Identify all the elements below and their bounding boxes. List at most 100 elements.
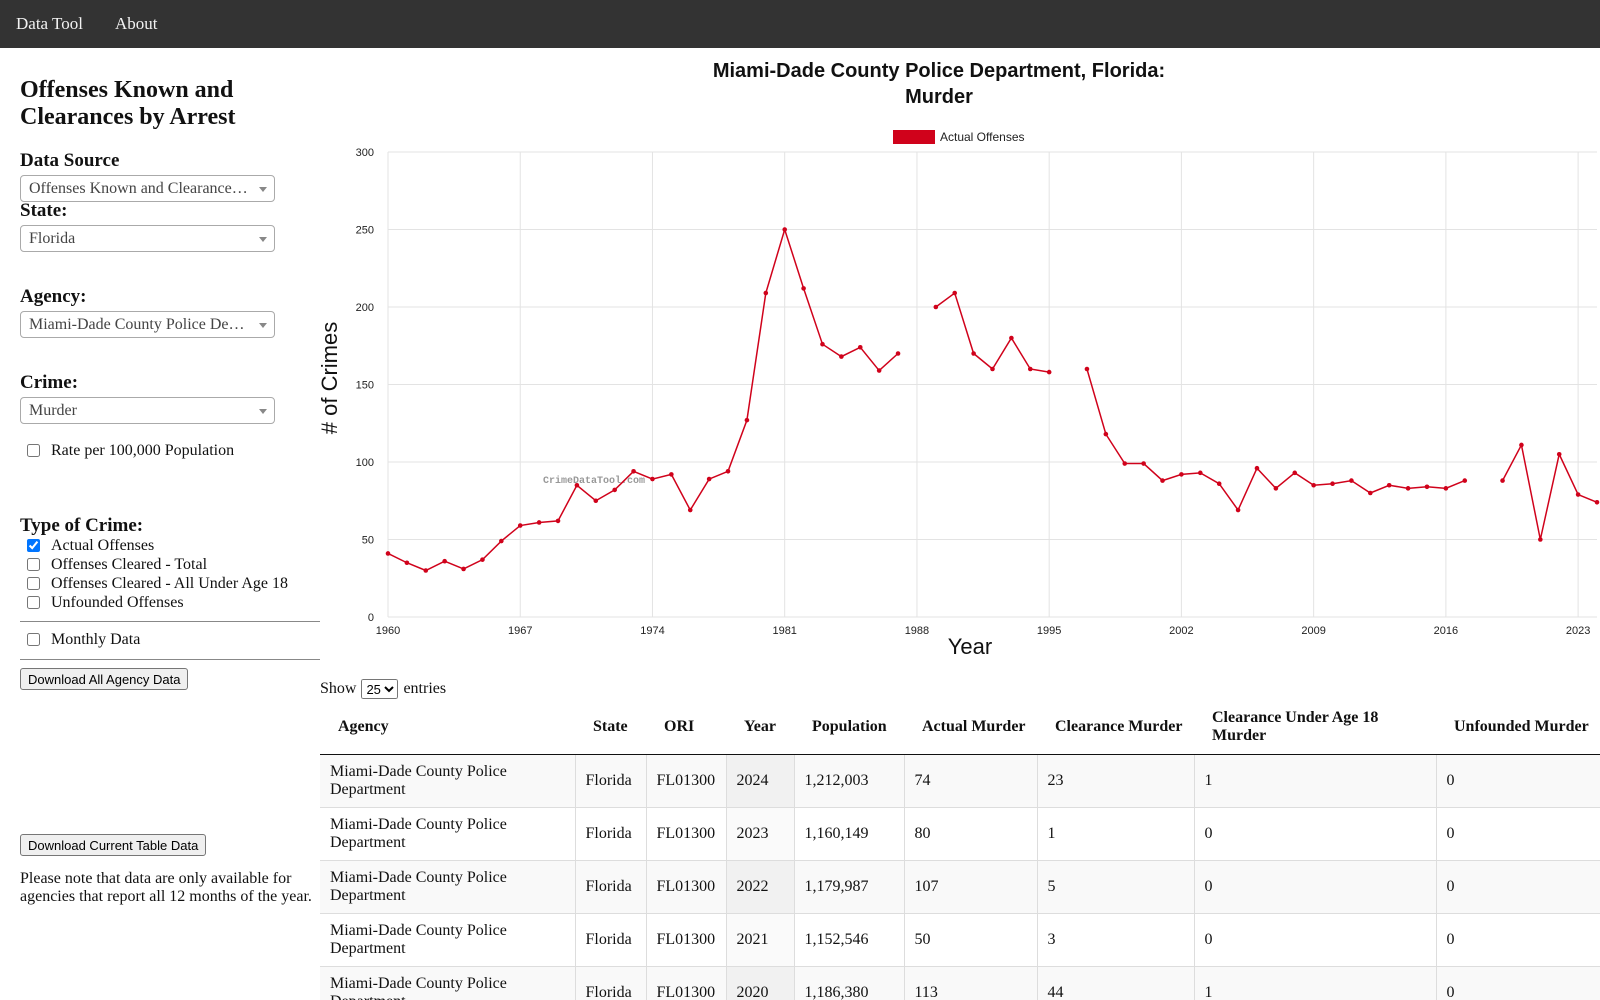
column-header-year[interactable]: Year bbox=[726, 700, 794, 755]
cell-population: 1,160,149 bbox=[793, 806, 904, 860]
type-of-crime-label: Type of Crime: bbox=[20, 515, 144, 536]
type-option-cleared-total[interactable]: Offenses Cleared - Total bbox=[20, 555, 207, 574]
table-row: Miami-Dade County Police Department Flor… bbox=[320, 965, 1600, 1000]
data-point bbox=[725, 469, 731, 474]
type-checkbox-cleared-total[interactable] bbox=[27, 558, 40, 571]
cell-unfounded: 0 bbox=[1435, 912, 1600, 966]
rate-label: Rate per 100,000 Population bbox=[51, 441, 235, 459]
entries-label: entries bbox=[403, 680, 447, 697]
data-point bbox=[1405, 486, 1411, 491]
column-header-state[interactable]: State bbox=[575, 700, 646, 755]
type-option-cleared-under-18[interactable]: Offenses Cleared - All Under Age 18 bbox=[20, 574, 288, 593]
y-tick-label: 200 bbox=[356, 302, 374, 314]
column-header-population[interactable]: Population bbox=[794, 700, 904, 755]
show-label: Show bbox=[320, 680, 357, 697]
data-point bbox=[1027, 366, 1033, 372]
rate-option[interactable]: Rate per 100,000 Population bbox=[20, 441, 234, 460]
nav-data-tool[interactable]: Data Tool bbox=[16, 14, 83, 33]
crime-label: Crime: bbox=[20, 372, 79, 393]
monthly-option[interactable]: Monthly Data bbox=[20, 630, 140, 649]
chart-svg: Miami-Dade County Police Department, Flo… bbox=[320, 60, 1600, 659]
agency-select[interactable]: Miami-Dade County Police Dep… bbox=[20, 311, 275, 338]
state-select[interactable]: Florida bbox=[20, 225, 275, 252]
column-header-actual-murder[interactable]: Actual Murder bbox=[904, 700, 1037, 755]
cell-agency: Miami-Dade County Police Department bbox=[320, 965, 575, 1000]
x-tick-label: 1988 bbox=[905, 625, 929, 637]
cell-state: Florida bbox=[574, 912, 646, 966]
rate-checkbox[interactable] bbox=[27, 444, 40, 457]
table-header-row: Agency State ORI Year Population Actual … bbox=[320, 700, 1600, 755]
download-table-button[interactable]: Download Current Table Data bbox=[20, 834, 207, 856]
monthly-checkbox[interactable] bbox=[27, 633, 40, 646]
divider bbox=[20, 621, 320, 622]
data-point bbox=[631, 469, 636, 474]
data-point bbox=[687, 507, 693, 513]
data-point bbox=[1386, 482, 1392, 488]
cell-year: 2020 bbox=[725, 965, 794, 1000]
legend-swatch bbox=[893, 130, 935, 144]
type-option-actual[interactable]: Actual Offenses bbox=[20, 536, 154, 555]
column-header-clearance-murder[interactable]: Clearance Murder bbox=[1037, 700, 1194, 755]
data-source-select[interactable]: Offenses Known and Clearances… bbox=[20, 175, 275, 202]
y-tick-label: 0 bbox=[368, 612, 374, 624]
data-point bbox=[404, 560, 410, 566]
type-checkbox-unfounded[interactable] bbox=[27, 596, 40, 609]
data-point bbox=[461, 566, 466, 572]
column-header-ori[interactable]: ORI bbox=[646, 700, 726, 755]
type-label-cleared-under-18: Offenses Cleared - All Under Age 18 bbox=[51, 574, 288, 592]
data-point bbox=[1216, 481, 1222, 487]
monthly-label: Monthly Data bbox=[51, 630, 141, 648]
line-chart: Miami-Dade County Police Department, Flo… bbox=[320, 48, 1600, 678]
x-tick-label: 2016 bbox=[1434, 625, 1458, 637]
cell-actual: 107 bbox=[903, 859, 1037, 913]
data-point bbox=[744, 417, 750, 423]
cell-year: 2022 bbox=[725, 859, 794, 913]
data-point bbox=[1500, 478, 1505, 483]
chart-grid bbox=[387, 151, 1597, 618]
data-point bbox=[952, 290, 958, 296]
series-line-segment bbox=[935, 291, 1050, 373]
data-point bbox=[706, 476, 712, 482]
cell-clearance-under-18: 0 bbox=[1193, 859, 1436, 913]
type-checkbox-cleared-under-18[interactable] bbox=[27, 577, 40, 590]
data-point bbox=[801, 286, 806, 291]
cell-actual: 80 bbox=[903, 806, 1037, 860]
column-header-unfounded-murder[interactable]: Unfounded Murder bbox=[1436, 700, 1600, 755]
crime-select[interactable]: Murder bbox=[20, 397, 275, 424]
data-point bbox=[1462, 478, 1468, 483]
data-point bbox=[990, 366, 995, 372]
cell-state: Florida bbox=[574, 806, 646, 860]
data-source-label: Data Source bbox=[20, 150, 120, 171]
data-point bbox=[1330, 481, 1335, 487]
type-option-unfounded[interactable]: Unfounded Offenses bbox=[20, 593, 184, 612]
series-actual-offenses bbox=[385, 226, 1600, 573]
cell-ori: FL01300 bbox=[645, 753, 726, 807]
page-size-select[interactable]: 25 bbox=[361, 679, 399, 699]
state-label: State: bbox=[20, 200, 68, 221]
cell-clearance: 44 bbox=[1036, 965, 1194, 1000]
cell-population: 1,212,003 bbox=[793, 753, 904, 807]
agency-value: Miami-Dade County Police Dep… bbox=[29, 316, 253, 333]
download-all-button[interactable]: Download All Agency Data bbox=[20, 668, 189, 690]
data-point bbox=[1368, 490, 1373, 496]
data-point bbox=[1122, 461, 1128, 466]
cell-agency: Miami-Dade County Police Department bbox=[320, 806, 575, 860]
data-point bbox=[1594, 500, 1600, 505]
chevron-down-icon bbox=[259, 187, 267, 192]
cell-year: 2023 bbox=[725, 806, 794, 860]
y-tick-label: 150 bbox=[356, 380, 374, 392]
type-label-actual: Actual Offenses bbox=[51, 536, 155, 554]
data-point bbox=[1254, 465, 1260, 471]
cell-state: Florida bbox=[574, 965, 646, 1000]
data-point bbox=[782, 227, 788, 232]
series-line-segment bbox=[387, 226, 899, 572]
cell-clearance-under-18: 0 bbox=[1193, 912, 1436, 966]
column-header-clearance-under-18[interactable]: Clearance Under Age 18 Murder bbox=[1194, 700, 1436, 755]
nav-about[interactable]: About bbox=[115, 14, 158, 33]
column-header-agency[interactable]: Agency bbox=[320, 700, 575, 755]
top-nav: Data Tool About bbox=[0, 0, 1600, 48]
data-point bbox=[876, 368, 882, 373]
cell-population: 1,152,546 bbox=[793, 912, 904, 966]
axis-ticks: 0 50 100 150 200 250 300 1960 1967 1974 1981 1988 19… bbox=[356, 147, 1591, 637]
type-checkbox-actual[interactable] bbox=[27, 539, 40, 552]
